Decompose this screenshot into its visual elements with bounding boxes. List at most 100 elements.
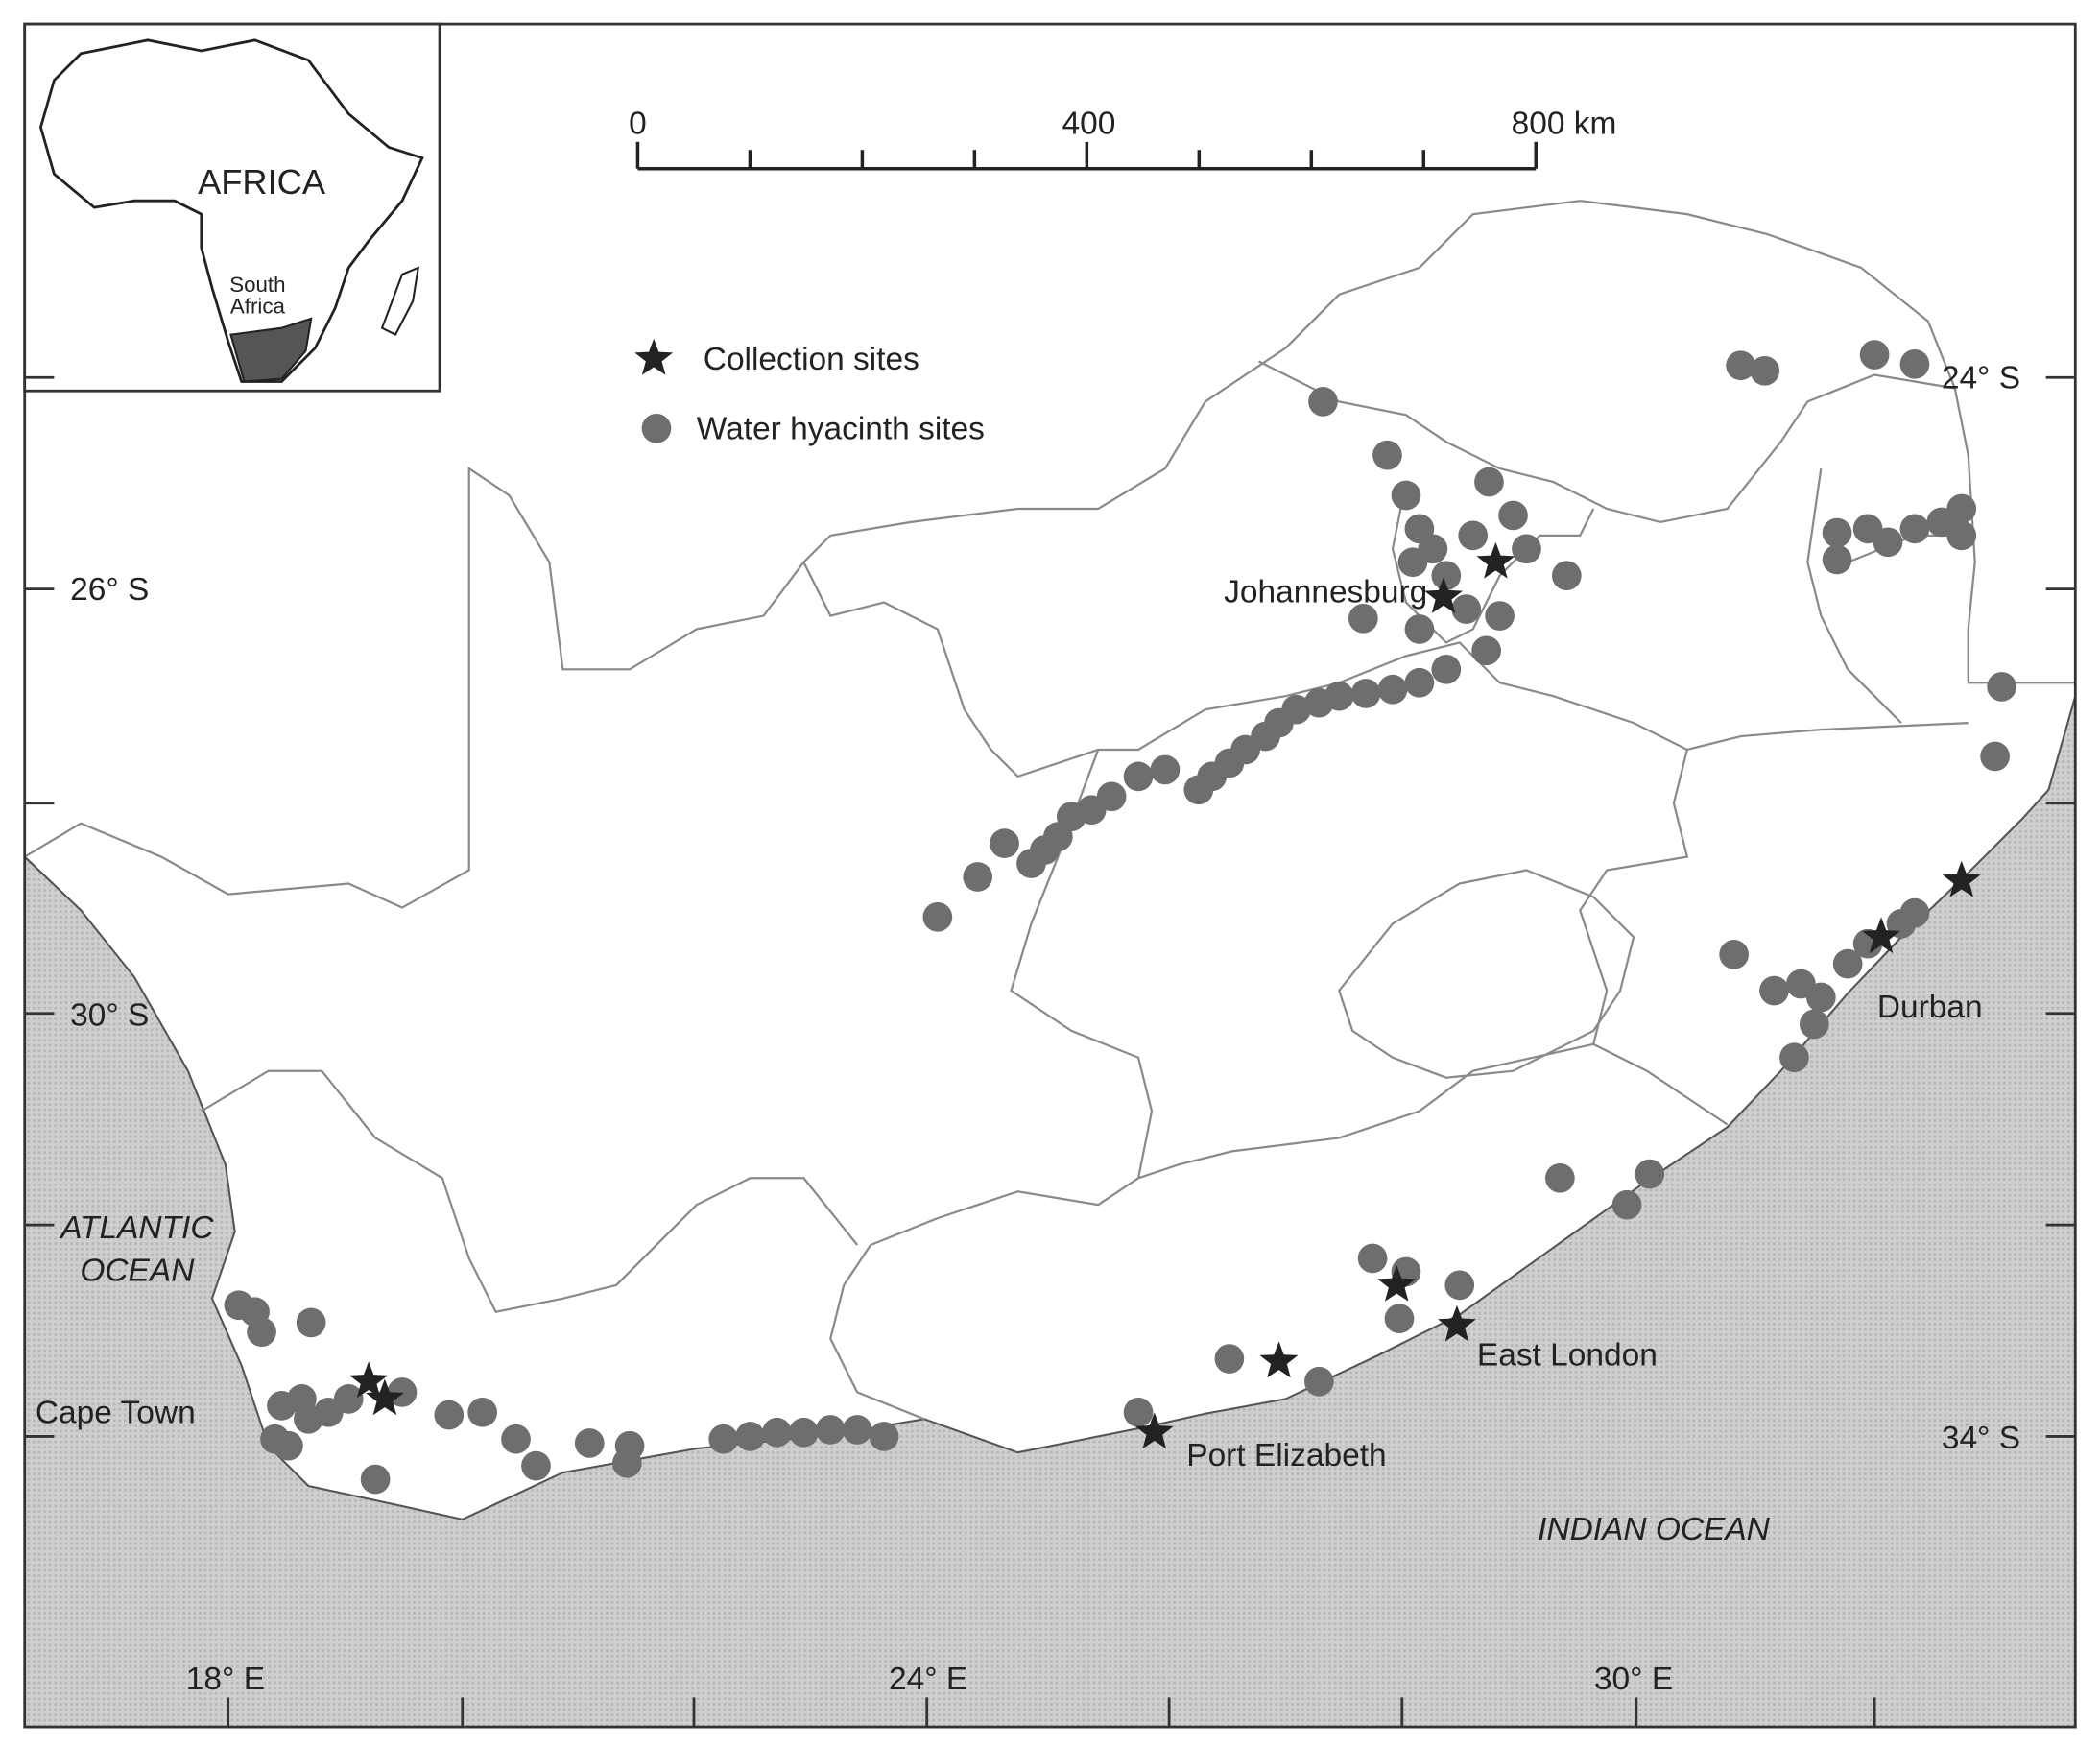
collection-site [1862,917,1901,954]
water-hyacinth-site [1980,741,2010,772]
water-hyacinth-site [1016,849,1046,878]
water-hyacinth-site [1431,561,1462,591]
water-hyacinth-site [333,1384,364,1414]
legend-label: Collection sites [704,342,919,377]
scale-label: 800 km [1512,106,1617,141]
water-hyacinth-site [1303,687,1334,718]
water-hyacinth-site [1726,350,1755,381]
ocean-label: INDIAN OCEAN [1538,1512,1771,1547]
water-hyacinth-site [1431,654,1462,684]
city-label: Port Elizabeth [1186,1438,1386,1473]
water-hyacinth-site [1474,467,1504,497]
water-hyacinth-site [521,1450,551,1481]
water-hyacinth-site [1799,1009,1829,1040]
water-hyacinth-site [1404,614,1435,644]
collection-site [1476,541,1515,579]
water-hyacinth-site [1611,1189,1642,1220]
water-hyacinth-site [467,1398,498,1427]
water-hyacinth-site [1183,775,1214,805]
collection-site [1259,1341,1299,1378]
scale-label: 400 [1062,106,1116,141]
water-hyacinth-site [360,1464,391,1495]
water-hyacinth-site [1873,527,1903,558]
water-hyacinth-site [1987,672,2016,702]
water-hyacinth-site [641,413,672,443]
site-markers [224,338,2016,1495]
inset-country: South [229,273,285,297]
water-hyacinth-site [1899,897,1930,928]
latitude-label: 34° S [1942,1421,2020,1456]
water-hyacinth-site [1946,520,1977,551]
water-hyacinth-site [708,1424,739,1454]
longitude-label: 24° E [889,1662,967,1697]
water-hyacinth-site [501,1424,531,1454]
water-hyacinth-site [1404,667,1435,698]
inset-country: Africa [230,294,286,318]
water-hyacinth-site [1458,520,1489,551]
water-hyacinth-site [1512,534,1541,564]
collection-site [1438,1304,1476,1342]
water-hyacinth-site [762,1417,792,1448]
water-hyacinth-site [1348,603,1378,634]
latitude-label: 30° S [70,997,149,1033]
water-hyacinth-site [224,1290,254,1321]
water-hyacinth-site [1899,514,1930,544]
city-label: East London [1477,1338,1658,1374]
water-hyacinth-site [1384,1304,1415,1334]
water-hyacinth-site [1123,1398,1154,1427]
water-hyacinth-site [1759,975,1789,1006]
water-hyacinth-site [1899,349,1930,379]
water-hyacinth-site [434,1400,465,1430]
water-hyacinth-site [1719,940,1749,969]
ocean [23,695,2077,1729]
ocean-label: ATLANTIC [59,1210,214,1246]
water-hyacinth-site [1805,982,1836,1013]
water-hyacinth-site [815,1415,846,1445]
water-hyacinth-site [296,1307,326,1338]
water-hyacinth-site [1123,761,1154,792]
collection-site [365,1378,404,1416]
collection-site [1424,577,1463,613]
water-hyacinth-site [1377,674,1408,705]
collection-site [1942,860,1981,897]
water-hyacinth-site [842,1415,872,1445]
longitude-label: 18° E [186,1662,265,1697]
water-hyacinth-site [789,1417,819,1448]
collection-site [1134,1412,1174,1449]
water-hyacinth-site [1451,594,1482,624]
water-hyacinth-site [1551,561,1582,591]
collection-site [349,1361,389,1399]
water-hyacinth-site [1471,635,1501,666]
water-hyacinth-site [247,1317,276,1348]
water-hyacinth-site [1498,500,1528,531]
water-hyacinth-site [1303,1366,1334,1397]
water-hyacinth-site [1397,547,1428,578]
collection-site [634,338,674,375]
city-label: Cape Town [36,1395,196,1430]
city-label: Durban [1877,990,1983,1025]
water-hyacinth-site [1150,754,1181,785]
longitude-label: 30° E [1594,1662,1673,1697]
water-hyacinth-site [869,1422,899,1451]
legend-label: Water hyacinth sites [697,411,985,446]
water-hyacinth-site [990,828,1019,858]
africa-outline [38,38,424,383]
scale-label: 0 [629,106,647,141]
water-hyacinth-site [1357,1243,1388,1274]
water-hyacinth-site [574,1428,605,1458]
water-hyacinth-site [1832,948,1863,979]
water-hyacinth-site [1750,355,1780,386]
water-hyacinth-site [1545,1162,1575,1193]
water-hyacinth-site [1391,480,1421,511]
water-hyacinth-site [735,1422,765,1451]
water-hyacinth-site [611,1448,642,1478]
water-hyacinth-site [274,1430,303,1461]
latitude-label: 24° S [1942,360,2020,395]
city-label: Johannesburg [1224,575,1427,610]
water-hyacinth-site [963,862,993,892]
water-hyacinth-site [922,901,953,932]
water-hyacinth-site [287,1384,317,1414]
collection-site [1377,1264,1417,1302]
